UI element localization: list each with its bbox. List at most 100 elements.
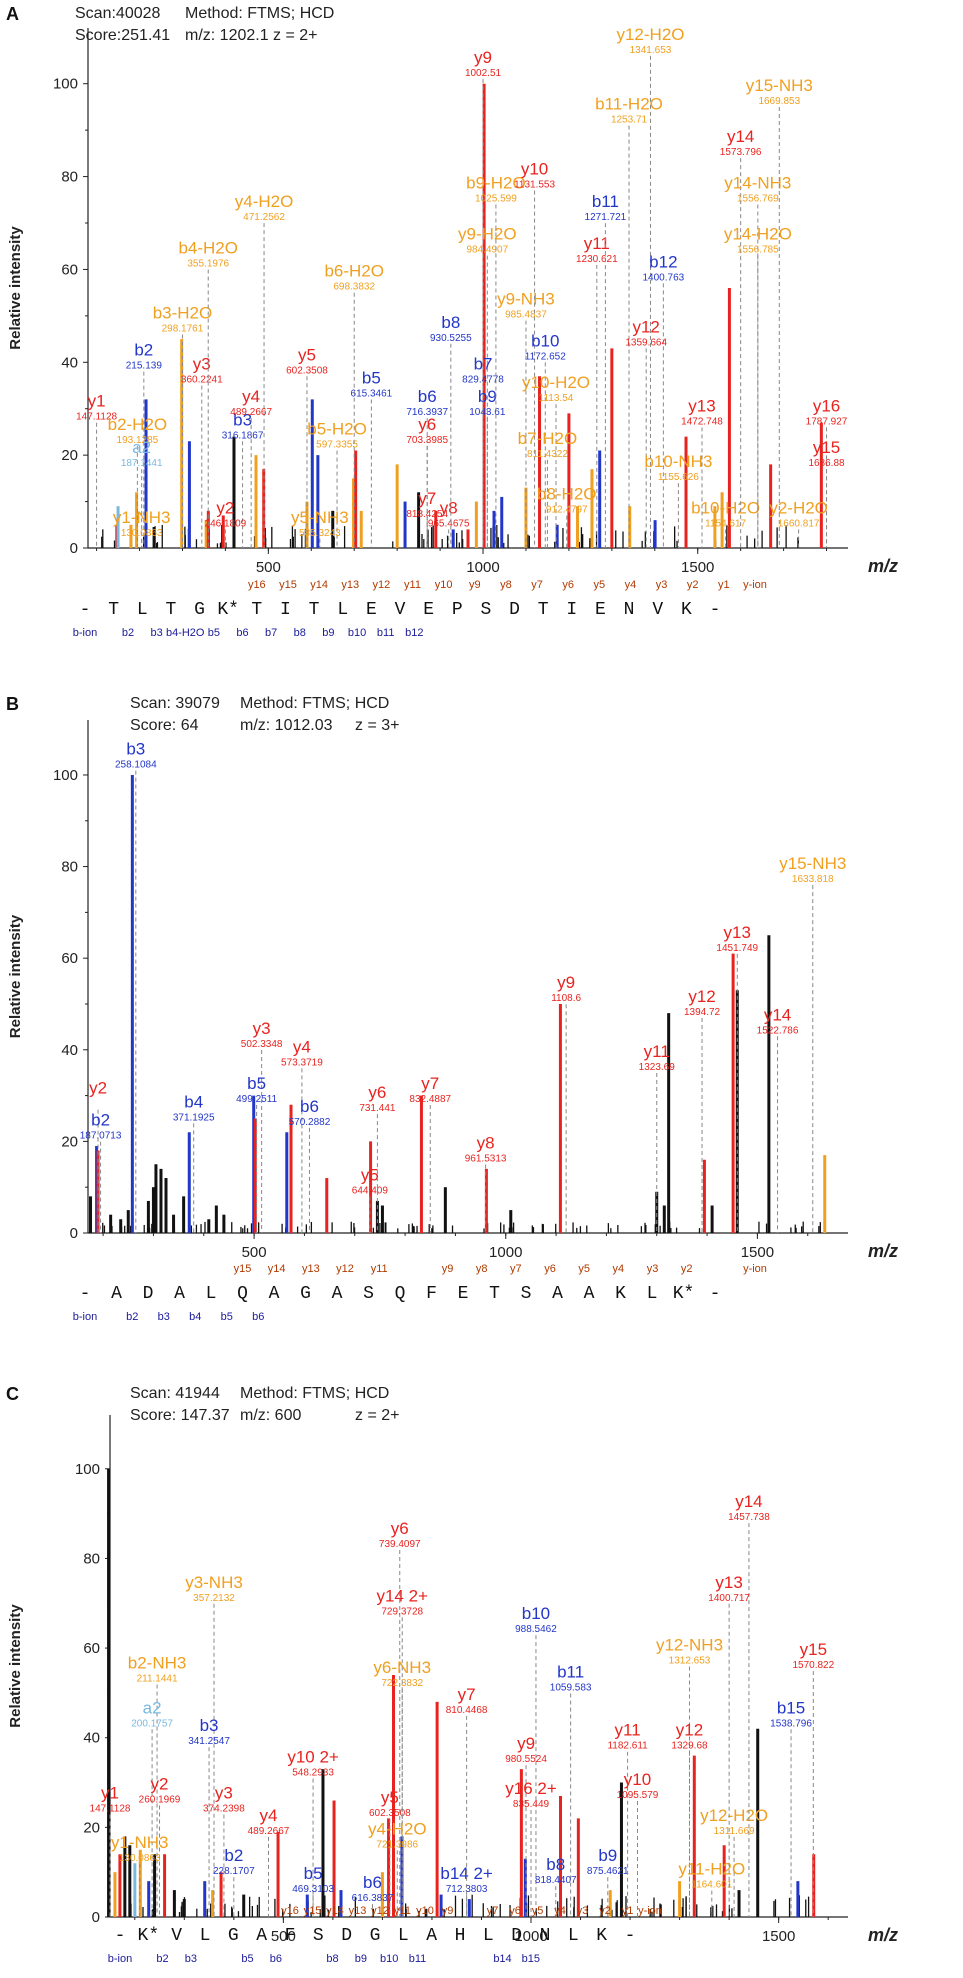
ion-label-b9-H2O: b9-H2O [466,174,526,193]
residue: D [511,1926,522,1946]
ion-label-y14: y14 [727,127,754,146]
ion-label-y10 2+: y10 2+ [287,1748,339,1767]
y-axis-label: Relative intensity [7,1604,24,1728]
ion-label-y5: y5 [381,1788,399,1807]
y-tick-label: 100 [53,767,78,784]
ion-label-a2: a2 [143,1698,162,1717]
residue: L [483,1926,494,1946]
ion-mass-y6-NH3: 722.3832 [381,1678,423,1689]
y-ion-index: y12 [372,579,390,591]
ion-mass-y3-NH3: 357.2132 [193,1593,235,1604]
ion-mass-b11: 1271.721 [585,212,627,223]
ion-mass-b6: 716.3937 [406,407,448,418]
ion-mass-b4: 371.1925 [173,1112,215,1123]
ion-mass-y12: 1329.68 [671,1741,708,1752]
y-ion-index: y-ion [743,1263,767,1275]
y-tick-label: 80 [61,859,78,876]
score-info: Score: 147.37 [130,1407,230,1424]
ion-mass-y4-H2O: 471.2562 [243,212,285,223]
b-ion-index: b10 [380,1953,398,1965]
b-ion-index: b2 [126,1311,138,1323]
residue: Q [395,1284,406,1304]
residue: V [171,1926,182,1946]
y-ion-index: y14 [310,579,328,591]
ion-label-b10-NH3: b10-NH3 [644,452,712,471]
method-info: Method: FTMS; HCD [240,1385,389,1402]
ion-label-y4-H2O: y4-H2O [235,192,294,211]
y-tick-label: 60 [61,950,78,967]
scan-info: Scan: 39079 [130,695,220,712]
ion-mass-y5-NH3: 585.3243 [299,528,341,539]
y-ion-index: y7 [531,579,543,591]
b-ion-index: b3 [185,1953,197,1965]
y-ion-index: y2 [687,579,699,591]
ion-label-b11: b11 [557,1662,584,1681]
y-ion-index: y12 [336,1263,354,1275]
ion-label-y4: y4 [260,1806,278,1825]
y-ion-index: y15 [304,1905,322,1917]
x-tick-label: 1500 [741,1244,774,1261]
ion-label-b5: b5 [247,1074,266,1093]
residue: L [206,1284,217,1304]
residue: F [285,1926,296,1946]
residue: D [143,1284,154,1304]
y-ion-index: y3 [656,579,668,591]
ion-mass-b5-H2O: 597.3355 [316,440,358,451]
x-tick-label: 1000 [514,1928,547,1945]
residue: K [596,1926,607,1946]
y-ion-index: y14 [326,1905,344,1917]
ion-label-y2: y2 [151,1775,169,1794]
ion-mass-b5: 615.3461 [351,389,393,400]
ion-mass-y10: 1131.553 [514,180,555,191]
ion-label-b10-H2O: b10-H2O [691,499,760,518]
b-ion-index: b6 [270,1953,282,1965]
panel-A: A Scan:40028 Method: FTMS; HCD Score:251.41… [6,4,898,639]
ion-mass-y12-NH3: 1312.653 [669,1656,711,1667]
ion-label-b10: b10 [522,1604,550,1623]
y-ion-index: y7 [487,1905,499,1917]
residue: S [363,1284,374,1304]
ion-mass-b14 2+: 712.3803 [446,1884,488,1895]
ion-mass-y15: 1570.822 [792,1660,834,1671]
y-ion-index: y9 [442,1263,454,1275]
ion-label-y10: y10 [624,1770,651,1789]
ion-mass-y14-H2O: 1556.785 [737,245,779,256]
ion-label-b11-H2O: b11-H2O [595,95,663,114]
ion-mass-b12: 1400.763 [643,272,685,283]
ion-label-y9: y9 [474,48,492,67]
ion-label-y5: y5 [298,345,316,364]
charge-info: z = 2+ [355,1407,399,1424]
y-ion-index: y13 [302,1263,320,1275]
ion-mass-b2: 228.1707 [213,1866,255,1877]
ion-label-a2: a2 [132,438,151,457]
ion-mass-a2: 200.1757 [131,1718,173,1729]
residue: D [341,1926,352,1946]
ion-mass-y16: 1787.927 [806,416,848,427]
residue: V [652,600,663,620]
b-ion-index: b12 [405,627,423,639]
ion-label-y4-H2O: y4-H2O [368,1819,427,1838]
y-tick-label: 100 [53,76,78,93]
ion-mass-y5: 644.409 [352,1186,389,1197]
ion-label-b6: b6 [363,1873,382,1892]
y-ion-index: y13 [341,579,359,591]
residue: A [256,1926,267,1946]
residue: G [194,600,205,620]
ion-mass-b5: 469.3103 [292,1884,334,1895]
ion-mass-y5: 602.3508 [286,365,328,376]
y-ion-index: y11 [394,1905,411,1917]
ion-mass-y11-H2O: 1164.601 [691,1880,732,1891]
ion-label-y13: y13 [724,923,751,942]
ion-label-y5-NH3: y5-NH3 [291,508,349,527]
residue: I [566,600,577,620]
residue: A [269,1284,280,1304]
x-axis-label: m/z [868,1241,898,1261]
ion-mass-y15-NH3: 1669.853 [758,96,800,107]
x-axis-label: m/z [868,556,898,576]
residue: F [426,1284,437,1304]
ion-label-y14-H2O: y14-H2O [724,225,792,244]
ion-mass-y11: 1323.69 [639,1062,676,1073]
ion-mass-b7: 829.4778 [462,375,504,386]
residue: E [423,600,434,620]
